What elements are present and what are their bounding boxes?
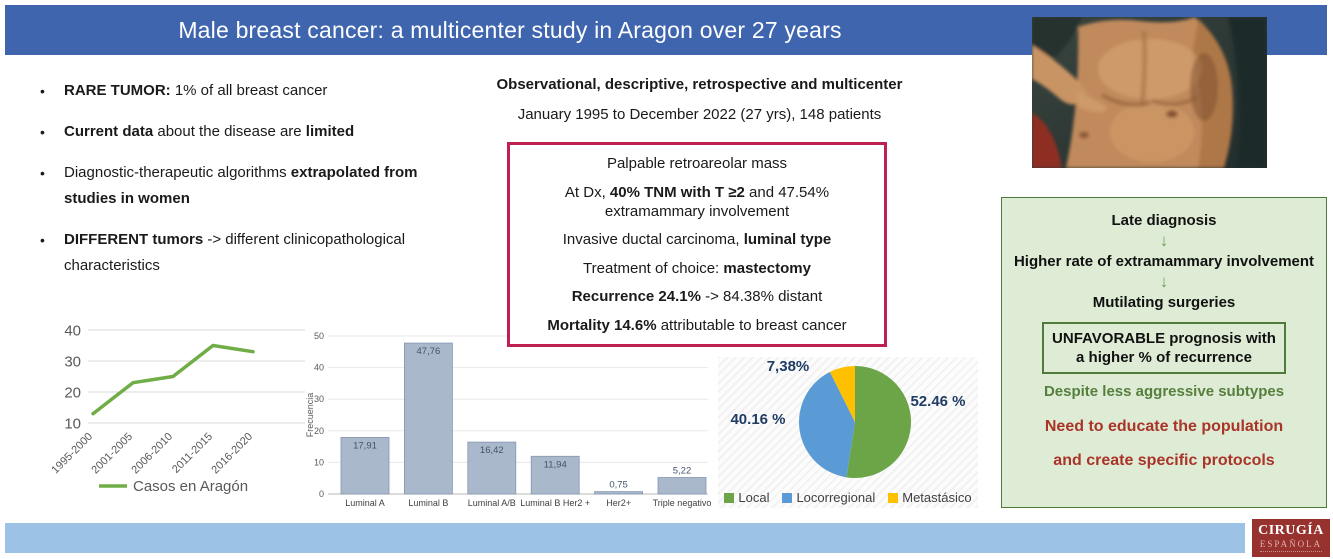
finding-line: Recurrence 24.1% -> 84.38% distant: [571, 288, 823, 306]
svg-text:Luminal B: Luminal B: [408, 498, 448, 508]
key-findings-box: Palpable retroareolar mass At Dx, 40% TN…: [507, 142, 887, 347]
bullet-item: RARE TUMOR: 1% of all breast cancer: [36, 78, 448, 104]
pie-legend-item: Local: [724, 490, 769, 505]
bullet-item: DIFFERENT tumors -> different clinicopat…: [36, 227, 448, 279]
study-design-period: January 1995 to December 2022 (27 yrs), …: [517, 106, 882, 123]
legend-swatch-icon: [782, 492, 793, 503]
legend-label: Metastásico: [902, 490, 972, 505]
svg-text:20: 20: [314, 426, 324, 436]
legend-swatch-icon: [888, 492, 899, 503]
legend-label: Locorregional: [796, 490, 876, 505]
conclusion-step: Late diagnosis: [1111, 212, 1217, 229]
subtypes-note: Despite less aggressive subtypes: [1043, 383, 1285, 400]
svg-text:2016-2020: 2016-2020: [209, 431, 255, 477]
footer-bar: [5, 523, 1245, 553]
svg-text:40: 40: [314, 363, 324, 373]
cases-line-chart: 10 20 30 40 1995-20002001-20052006-20102011-…: [49, 323, 305, 495]
intro-bullet-list: RARE TUMOR: 1% of all breast cancer Curr…: [36, 78, 448, 294]
svg-text:Her2+: Her2+: [606, 498, 631, 508]
svg-text:17,91: 17,91: [353, 440, 377, 451]
conclusions-box: Late diagnosis ↓ Higher rate of extramam…: [1001, 197, 1327, 508]
svg-text:2011-2015: 2011-2015: [170, 431, 215, 476]
bullet-item: Diagnostic-therapeutic algorithms extrap…: [36, 160, 448, 212]
svg-text:Luminal B Her2 +: Luminal B Her2 +: [520, 498, 590, 508]
logo-subtitle: ESPAÑOLA: [1259, 539, 1323, 549]
recurrence-pie-panel: 52.46 % 40.16 % 7,38% Local Locorregional…: [718, 357, 978, 508]
svg-text:Triple negativo: Triple negativo: [653, 498, 712, 508]
pie-label-local: 52.46 %: [910, 393, 966, 410]
svg-text:30: 30: [314, 394, 324, 404]
cta-line-1: Need to educate the population: [1044, 418, 1284, 435]
down-arrow-icon: ↓: [1159, 272, 1169, 291]
finding-line: Treatment of choice: mastectomy: [583, 259, 811, 277]
pie-legend-item: Locorregional: [782, 490, 875, 505]
painting-male-torso-image: [1032, 17, 1267, 168]
finding-line: Invasive ductal carcinoma, luminal type: [562, 231, 832, 249]
svg-text:5,22: 5,22: [673, 466, 692, 477]
prognosis-highlight-box: UNFAVORABLE prognosis with a higher % of…: [1042, 322, 1286, 374]
pie-label-metastasico: 7,38%: [766, 358, 810, 375]
journal-logo: CIRUGÍA ESPAÑOLA: [1252, 519, 1330, 557]
svg-text:Luminal A/B: Luminal A/B: [468, 498, 516, 508]
finding-line: Palpable retroareolar mass: [606, 155, 788, 172]
svg-text:11,94: 11,94: [544, 459, 567, 470]
pie-label-locorregional: 40.16 %: [730, 411, 786, 428]
finding-line: At Dx, 40% TNM with T ≥2 and 47.54% extr…: [564, 183, 830, 220]
svg-text:16,42: 16,42: [480, 445, 504, 456]
svg-text:1995-2000: 1995-2000: [49, 431, 95, 477]
svg-text:0,75: 0,75: [609, 480, 628, 491]
down-arrow-icon: ↓: [1159, 231, 1169, 250]
page-title: Male breast cancer: a multicenter study …: [178, 16, 842, 43]
logo-title: CIRUGÍA: [1258, 523, 1324, 538]
svg-text:2001-2005: 2001-2005: [89, 431, 135, 477]
svg-text:47,76: 47,76: [417, 346, 441, 357]
subtype-bar-chart: 0 10 20 30 40 50 Frecuencia 17,91 Luminal A 47,76…: [305, 331, 712, 508]
pie-legend: Local Locorregional Metastásico: [718, 490, 978, 505]
svg-text:40: 40: [64, 323, 81, 340]
svg-text:Luminal A: Luminal A: [345, 498, 385, 508]
study-design-type: Observational, descriptive, retrospectiv…: [496, 76, 903, 93]
conclusion-step: Mutilating surgeries: [1092, 294, 1236, 311]
svg-text:2006-2010: 2006-2010: [129, 431, 175, 477]
logo-rule: [1260, 551, 1322, 552]
svg-text:50: 50: [314, 331, 324, 341]
svg-text:30: 30: [64, 354, 81, 371]
study-design-block: Observational, descriptive, retrospectiv…: [447, 76, 952, 123]
legend-label: Local: [738, 490, 770, 505]
legend-swatch-icon: [724, 492, 735, 503]
svg-text:20: 20: [64, 385, 81, 402]
finding-line: Mortality 14.6% attributable to breast c…: [547, 316, 847, 334]
cta-line-2: and create specific protocols: [1053, 452, 1275, 469]
recurrence-pie-chart: [799, 366, 911, 478]
svg-text:10: 10: [64, 416, 81, 433]
bullet-item: Current data about the disease are limit…: [36, 119, 448, 145]
svg-text:Casos en Aragón: Casos en Aragón: [133, 478, 248, 495]
pie-legend-item: Metastásico: [888, 490, 972, 505]
conclusion-step: Higher rate of extramammary involvement: [1013, 253, 1315, 270]
svg-text:Frecuencia: Frecuencia: [305, 393, 315, 438]
svg-text:0: 0: [319, 489, 324, 499]
svg-text:10: 10: [314, 457, 324, 467]
